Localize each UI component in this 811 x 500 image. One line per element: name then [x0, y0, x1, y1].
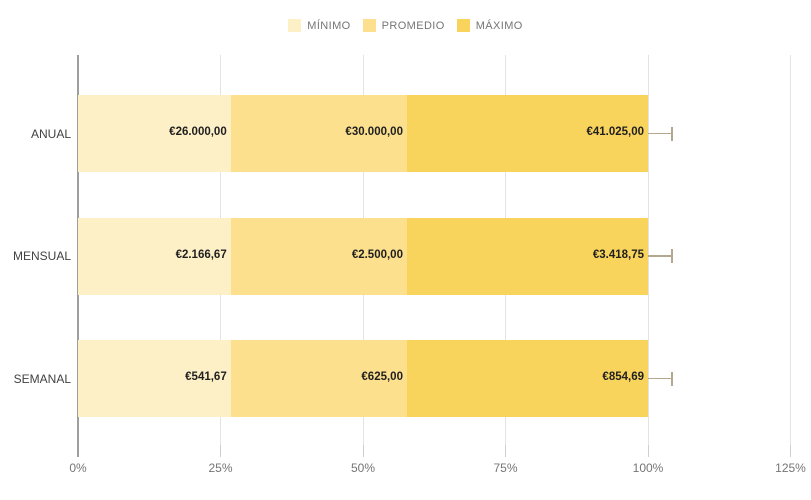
x-tick-label: 100%	[632, 461, 664, 475]
error-bar-line	[648, 377, 673, 379]
legend-item-promedio[interactable]: PROMEDIO	[362, 19, 445, 32]
bar-segment-promedio-mensual[interactable]	[230, 217, 407, 295]
grid-line	[790, 55, 791, 445]
legend-item-maximo[interactable]: MÁXIMO	[456, 19, 523, 32]
axis-tick-mark	[362, 445, 364, 457]
grid-line	[647, 55, 649, 445]
value-label-maximo-semanal: €854,69	[602, 371, 644, 383]
error-bar-line	[648, 132, 673, 134]
error-bar-cap	[671, 126, 674, 141]
x-tick-label: 50%	[350, 461, 376, 475]
x-tick-label: 75%	[493, 461, 518, 475]
legend-label: MÍNIMO	[307, 19, 351, 32]
chart-legend: MÍNIMO PROMEDIO MÁXIMO	[0, 19, 811, 32]
value-label-maximo-anual: €41.025,00	[586, 126, 644, 138]
error-bar-cap	[671, 249, 674, 263]
error-bar-line	[648, 255, 673, 257]
value-label-minimo-anual: €26.000,00	[169, 126, 227, 138]
bar-segment-maximo-semanal[interactable]	[406, 340, 648, 417]
bar-segment-maximo-mensual[interactable]	[406, 217, 648, 295]
bar-segment-maximo-anual[interactable]	[406, 95, 648, 172]
value-label-promedio-anual: €30.000,00	[345, 126, 403, 138]
legend-label: PROMEDIO	[381, 19, 445, 32]
bar-segment-promedio-semanal[interactable]	[230, 340, 407, 417]
category-label-mensual: MENSUAL	[12, 249, 71, 263]
axis-tick-mark	[647, 445, 649, 457]
value-label-promedio-mensual: €2.500,00	[351, 248, 403, 261]
bar-segment-minimo-anual[interactable]	[78, 95, 231, 172]
x-tick-label: 125%	[775, 461, 806, 475]
axis-tick-mark	[505, 445, 506, 457]
value-label-minimo-semanal: €541,67	[185, 371, 227, 383]
error-bar-cap	[671, 371, 674, 386]
axis-tick-mark	[790, 445, 791, 457]
value-label-maximo-mensual: €3.418,75	[592, 248, 644, 261]
x-tick-label: 0%	[69, 461, 87, 475]
bar-segment-promedio-anual[interactable]	[230, 95, 407, 172]
bar-segment-minimo-mensual[interactable]	[78, 217, 231, 295]
axis-tick-mark	[220, 445, 221, 457]
value-label-promedio-semanal: €625,00	[361, 371, 403, 383]
value-label-minimo-mensual: €2.166,67	[175, 248, 227, 261]
legend-swatch-promedio	[362, 19, 376, 32]
x-tick-label: 25%	[208, 461, 233, 475]
category-label-semanal: SEMANAL	[13, 371, 71, 386]
legend-label: MÁXIMO	[475, 19, 523, 32]
legend-item-minimo[interactable]: MÍNIMO	[288, 19, 350, 32]
legend-swatch-maximo	[456, 19, 470, 32]
legend-swatch-minimo	[288, 19, 302, 32]
bar-segment-minimo-semanal[interactable]	[78, 340, 231, 417]
category-label-anual: ANUAL	[30, 126, 71, 141]
